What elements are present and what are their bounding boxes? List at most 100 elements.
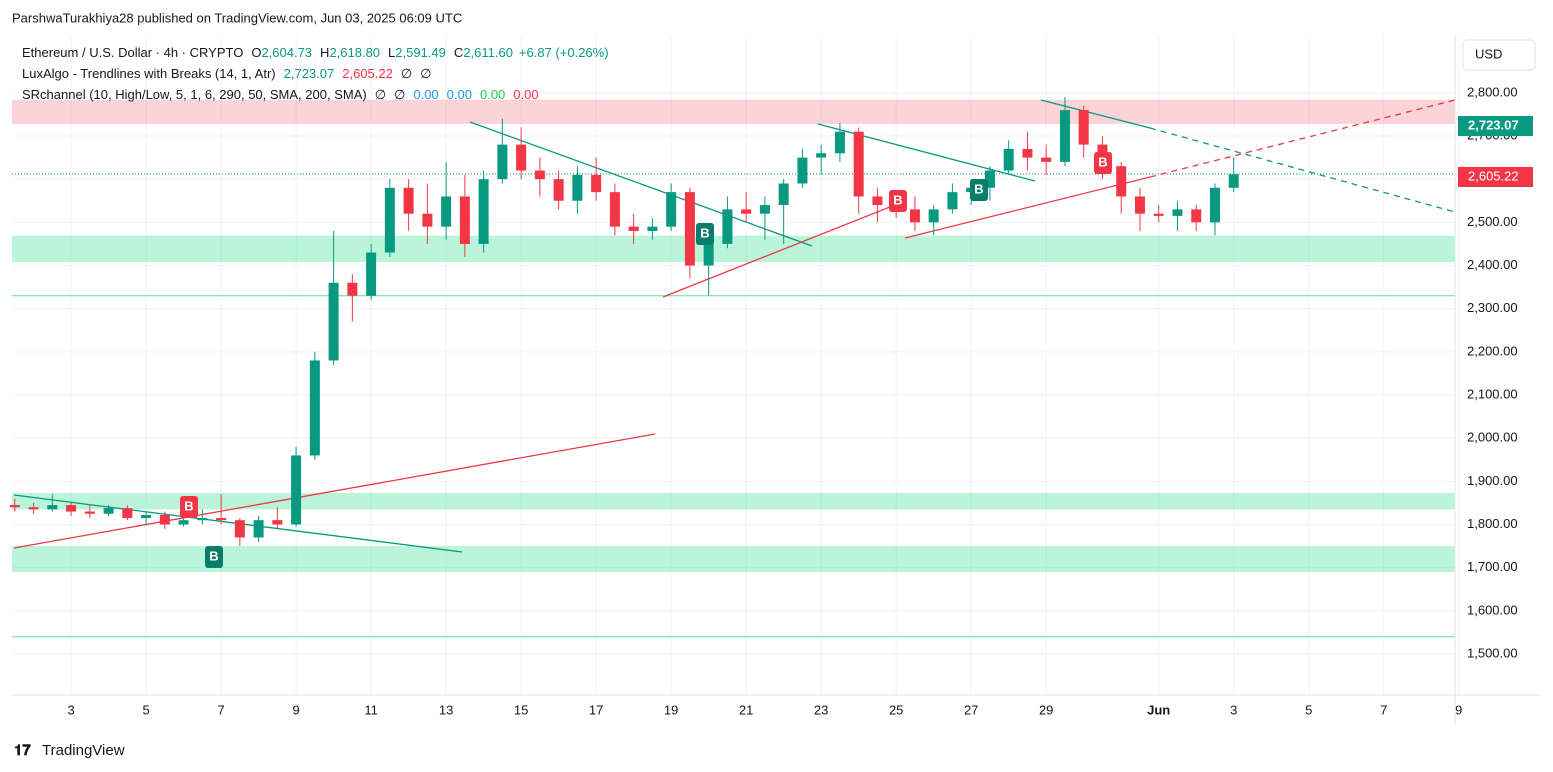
- legend-item: 2,618.80: [329, 45, 380, 60]
- y-tick-label: 2,000.00: [1467, 430, 1518, 445]
- trendline: [1149, 127, 1456, 213]
- candle-body: [272, 520, 283, 525]
- candle-body: [1172, 209, 1183, 216]
- candle-body: [291, 455, 302, 525]
- candle-body: [478, 179, 489, 244]
- x-tick-label: 5: [1305, 702, 1312, 717]
- legend-item: ∅: [375, 87, 386, 102]
- break-label: B: [893, 192, 902, 207]
- x-tick-label: 13: [439, 702, 453, 717]
- candle-body: [253, 520, 264, 538]
- candle-body: [516, 144, 527, 171]
- candle-body: [684, 192, 695, 266]
- break-marker: [180, 496, 198, 518]
- candle-body: [141, 515, 152, 519]
- candle-body: [1041, 157, 1052, 162]
- trendline: [662, 202, 901, 298]
- candle-body: [872, 196, 883, 206]
- y-tick-label: 2,400.00: [1467, 257, 1518, 272]
- break-label: B: [974, 181, 983, 196]
- candle-body: [609, 192, 620, 227]
- candle-body: [1228, 174, 1239, 188]
- price-label-bg: [1458, 166, 1533, 187]
- candle-body: [797, 157, 808, 184]
- y-tick-label: 1,900.00: [1467, 473, 1518, 488]
- x-tick-label: 15: [514, 702, 528, 717]
- legend-item: LuxAlgo - Trendlines with Breaks (14, 1,…: [22, 66, 276, 81]
- break-marker: [889, 190, 907, 212]
- candle-body: [28, 507, 39, 510]
- candle-body: [441, 196, 452, 227]
- candle-body: [309, 360, 320, 456]
- x-tick-label: 3: [67, 702, 74, 717]
- x-tick-label: 27: [964, 702, 978, 717]
- break-label: B: [184, 498, 193, 513]
- candle-body: [984, 170, 995, 188]
- x-tick-label: 25: [889, 702, 903, 717]
- candle-body: [159, 515, 170, 525]
- candle-body: [591, 174, 602, 193]
- legend-item: 2,604.73: [261, 45, 312, 60]
- candle-body: [572, 174, 583, 201]
- candle-body: [703, 243, 714, 266]
- legend-item: 0.00: [480, 87, 505, 102]
- legend-item: L: [388, 45, 395, 60]
- break-marker: [1094, 152, 1112, 174]
- y-tick-label: 1,700.00: [1467, 559, 1518, 574]
- price-label-bg: [1458, 116, 1533, 137]
- legend-item: C: [454, 45, 463, 60]
- candle-body: [216, 518, 227, 521]
- header: ParshwaTurakhiya28 published on TradingV…: [12, 10, 462, 25]
- legend-item: 2,605.22: [342, 66, 393, 81]
- legend-item: ∅: [420, 66, 431, 81]
- candle-body: [1209, 187, 1220, 223]
- x-tick-label: 5: [142, 702, 149, 717]
- legend-item: 0.00: [447, 87, 472, 102]
- legend-item: 2,611.60: [463, 45, 513, 60]
- x-tick-label: 7: [1380, 702, 1387, 717]
- candle-body: [122, 508, 133, 519]
- trendline: [13, 433, 656, 549]
- break-label: B: [1098, 154, 1107, 169]
- sr-zone: [12, 546, 1455, 572]
- legend-item: SRchannel (10, High/Low, 5, 1, 6, 290, 5…: [22, 87, 367, 102]
- candle-body: [778, 183, 789, 206]
- candle-body: [9, 505, 20, 508]
- candle-body: [928, 209, 939, 223]
- price-label: 2,723.07: [1468, 117, 1519, 132]
- legend-item: +6.87 (+0.26%): [519, 45, 609, 60]
- candle-body: [422, 213, 433, 227]
- currency-button[interactable]: [1462, 39, 1536, 71]
- x-tick-label: 9: [292, 702, 299, 717]
- candle-body: [666, 192, 677, 227]
- candle-body: [853, 131, 864, 197]
- y-tick-label: 2,300.00: [1467, 300, 1518, 315]
- y-tick-label: 1,800.00: [1467, 516, 1518, 531]
- y-tick-label: 1,600.00: [1467, 602, 1518, 617]
- candle-body: [1022, 148, 1033, 158]
- trendline: [904, 176, 1151, 239]
- footer: TradingView: [42, 742, 125, 759]
- candle-body: [816, 153, 827, 158]
- candle-body: [234, 520, 245, 538]
- x-tick-label: 9: [1455, 702, 1462, 717]
- candle-body: [103, 508, 114, 514]
- logo: 𝟏𝟕: [14, 742, 31, 759]
- legend-item: ∅: [401, 66, 412, 81]
- legend-item: Ethereum / U.S. Dollar · 4h · CRYPTO: [22, 45, 243, 60]
- sr-zone: [12, 99, 1455, 124]
- candle-body: [347, 282, 358, 296]
- candle-body: [197, 518, 208, 521]
- legend-item: 0.00: [413, 87, 438, 102]
- x-tick-label: 7: [217, 702, 224, 717]
- candle-body: [1003, 148, 1014, 171]
- x-tick-label: 17: [589, 702, 603, 717]
- candle-body: [497, 144, 508, 180]
- candle-body: [834, 131, 845, 154]
- candle-body: [947, 192, 958, 210]
- candle-body: [759, 205, 770, 214]
- x-tick-label: 23: [814, 702, 828, 717]
- candle-body: [403, 187, 414, 214]
- candle-body: [459, 196, 470, 244]
